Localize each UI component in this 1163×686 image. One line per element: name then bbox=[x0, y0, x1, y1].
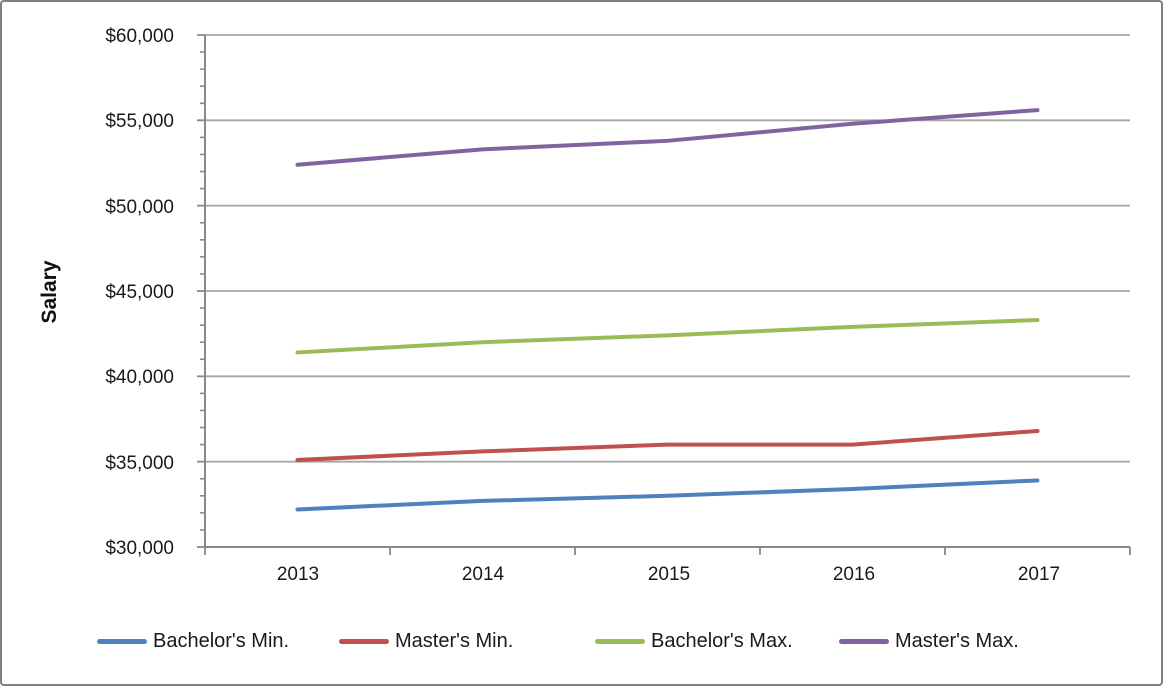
y-tick-label: $40,000 bbox=[105, 367, 174, 388]
legend-swatch-line bbox=[595, 638, 645, 644]
x-tick-label: 2017 bbox=[1017, 564, 1061, 585]
y-tick-label: $50,000 bbox=[105, 197, 174, 218]
legend-label: Master's Min. bbox=[395, 629, 514, 652]
x-tick-label: 2016 bbox=[832, 564, 876, 585]
legend-label: Bachelor's Max. bbox=[651, 629, 793, 652]
legend-item: Master's Min. bbox=[339, 625, 513, 657]
legend-swatch-line bbox=[839, 638, 889, 644]
x-tick-label: 2014 bbox=[461, 564, 505, 585]
x-tick-label: 2013 bbox=[276, 564, 320, 585]
legend-label: Master's Max. bbox=[895, 629, 1019, 652]
x-tick-label: 2015 bbox=[647, 564, 691, 585]
legend-label: Bachelor's Min. bbox=[153, 629, 290, 652]
legend-swatch-line bbox=[339, 638, 389, 644]
legend-item: Bachelor's Min. bbox=[97, 625, 289, 657]
y-tick-label: $60,000 bbox=[105, 26, 174, 47]
legend-item: Bachelor's Max. bbox=[595, 625, 793, 657]
y-tick-label: $55,000 bbox=[105, 111, 174, 132]
y-tick-label: $45,000 bbox=[105, 282, 174, 303]
legend-item: Master's Max. bbox=[839, 625, 1019, 657]
legend-swatch-line bbox=[97, 638, 147, 644]
y-tick-label: $30,000 bbox=[105, 538, 174, 559]
y-tick-label: $35,000 bbox=[105, 453, 174, 474]
